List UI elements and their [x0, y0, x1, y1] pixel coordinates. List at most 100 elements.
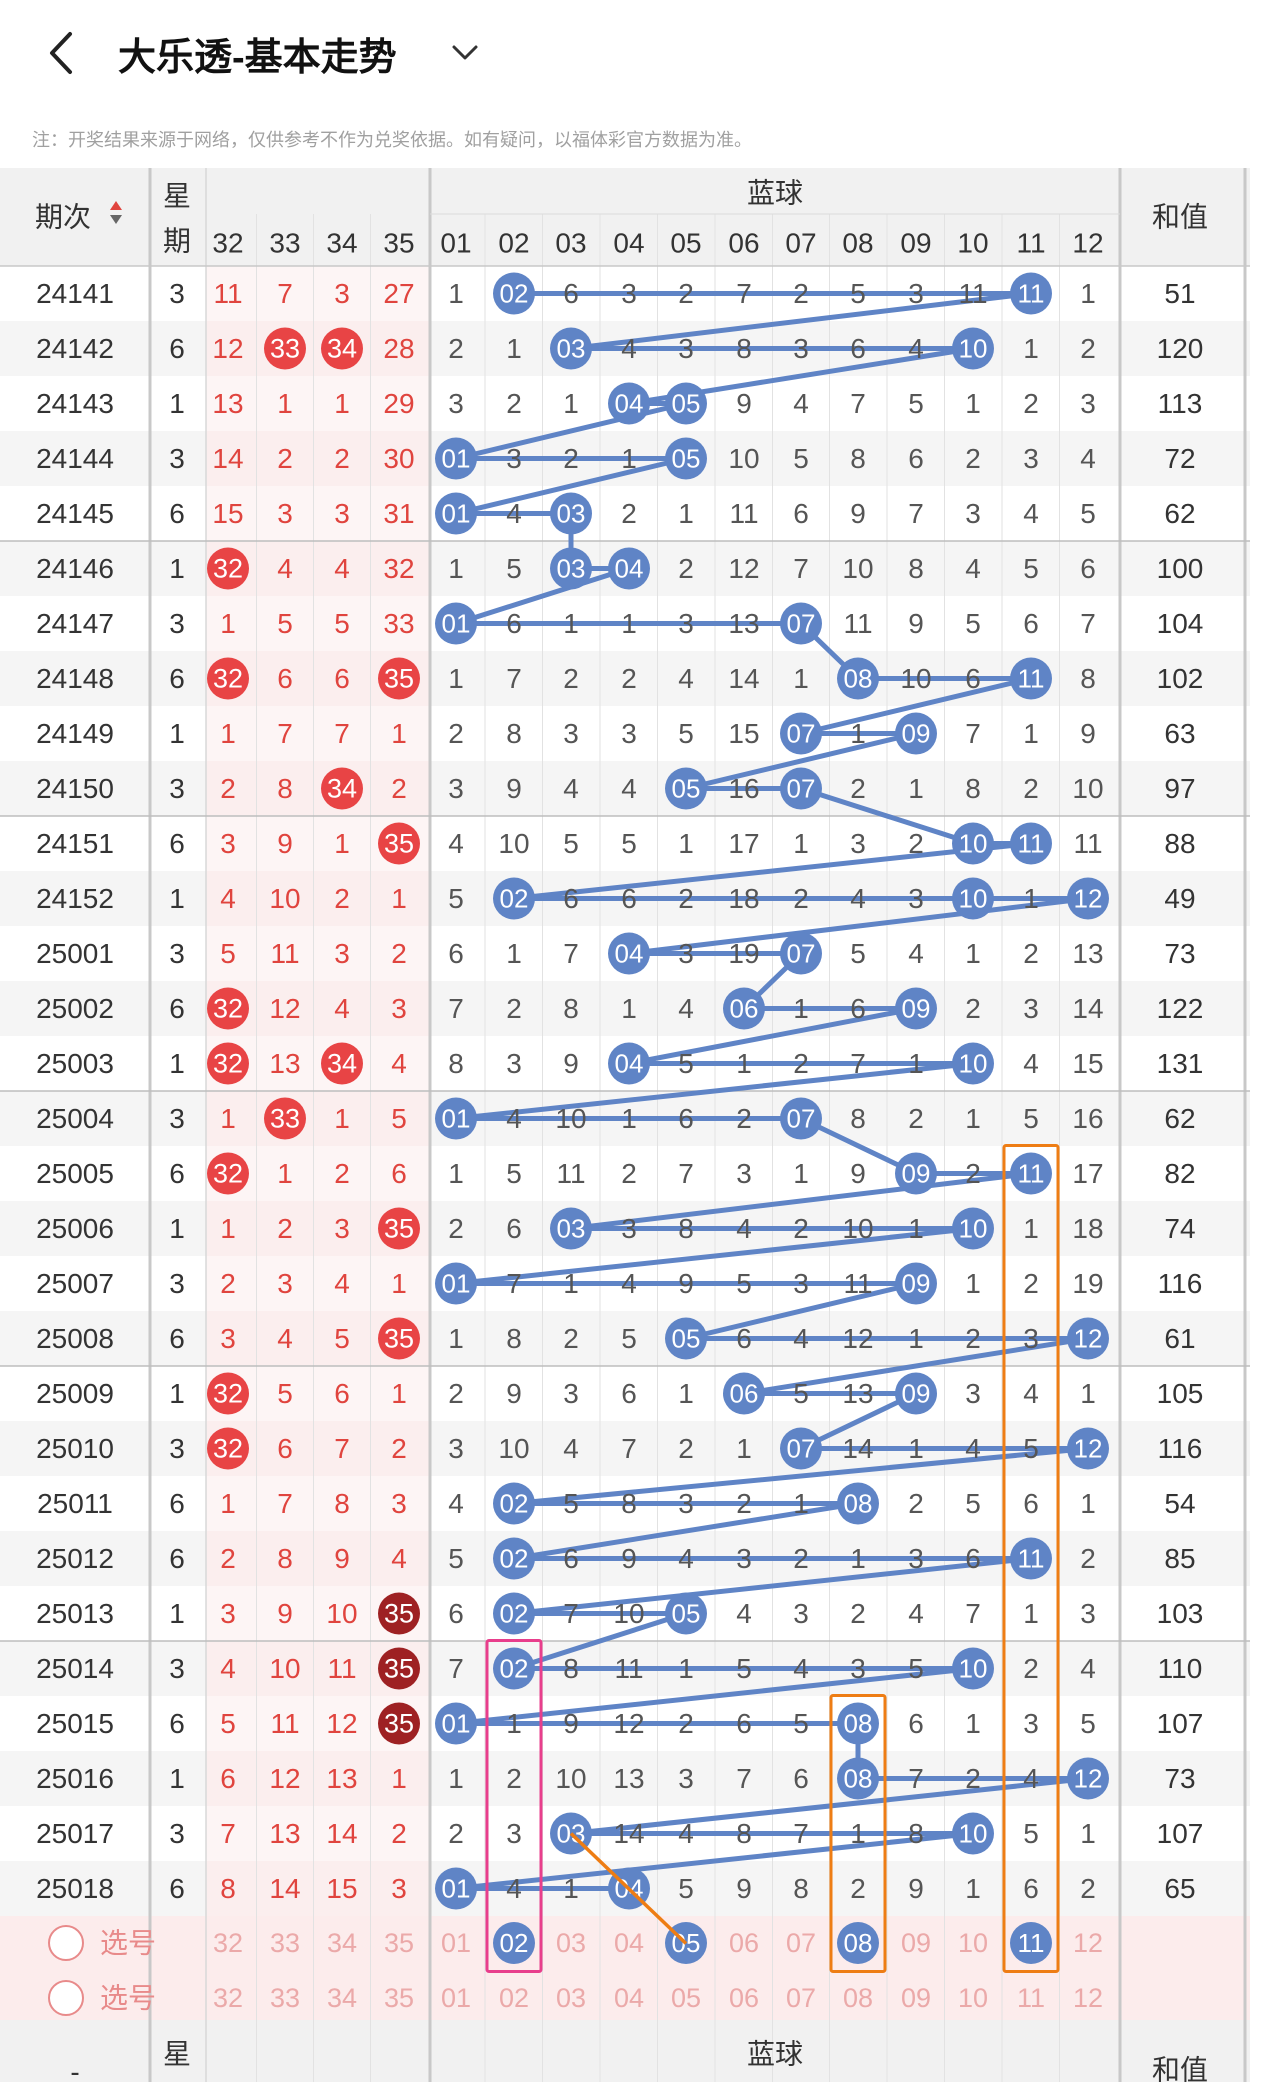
table-row: 25004 3 1 33 1 5 01 4 10 1 6 2 07 8 2 1 5 16 62	[36, 1097, 1196, 1140]
front-miss-cell: 4	[220, 883, 236, 914]
blue-miss-cell: 8	[506, 718, 522, 749]
select-blue-option[interactable]: 03	[556, 1983, 586, 2013]
blue-ball	[550, 547, 592, 590]
red-ball	[207, 1427, 249, 1470]
front-miss-cell: 2	[391, 773, 407, 804]
red-ball	[207, 547, 249, 590]
blue-ball	[1010, 657, 1052, 700]
select-front-option[interactable]: 32	[213, 1983, 243, 2013]
select-blue-option[interactable]: 06	[729, 1928, 759, 1958]
front-miss-cell: 30	[383, 443, 414, 474]
selected-blue-ball[interactable]	[1010, 1922, 1052, 1964]
blue-miss-cell: 1	[448, 663, 464, 694]
select-blue-option[interactable]: 05	[671, 1983, 701, 2013]
blue-ball-label: 03	[557, 499, 586, 529]
select-blue-option[interactable]: 02	[499, 1983, 529, 2013]
blue-miss-cell: 4	[1080, 443, 1096, 474]
blue-miss-cell: 4	[1023, 1378, 1039, 1409]
week-cell: 6	[169, 1708, 185, 1739]
front-miss-cell: 1	[334, 1103, 350, 1134]
selected-blue-ball[interactable]	[837, 1922, 879, 1964]
select-blue-option[interactable]: 12	[1073, 1928, 1103, 1958]
table-row: 25011 6 1 7 8 3 4 02 5 8 3 2 1 08 2 5 6 1 54	[37, 1482, 1196, 1525]
blue-ball	[665, 1317, 707, 1360]
select-blue-option[interactable]: 01	[441, 1983, 471, 2013]
select-front-option[interactable]: 33	[270, 1928, 300, 1958]
selected-blue-label[interactable]: 11	[1018, 1928, 1045, 1958]
blue-miss-cell: 1	[965, 938, 981, 969]
table-row: 24141 3 11 7 3 27 1 02 6 3 2 7 2 5 3 11 11 1 51	[36, 272, 1196, 315]
front-miss-cell: 7	[277, 278, 293, 309]
selected-blue-label[interactable]: 02	[500, 1928, 529, 1958]
select-blue-option[interactable]: 10	[958, 1928, 988, 1958]
blue-miss-cell: 10	[555, 1763, 586, 1794]
select-front-option[interactable]: 32	[213, 1928, 243, 1958]
blue-ball	[952, 1812, 994, 1855]
blue-ball	[665, 382, 707, 425]
blue-miss-cell: 1	[563, 608, 579, 639]
back-arrow-icon[interactable]	[40, 28, 80, 78]
selector-row: 选号 32 33 34 35 01 02 03 04 05 06 07 08 09 10 11 12	[48, 1980, 1103, 2016]
select-front-option[interactable]: 34	[327, 1983, 357, 2013]
blue-miss-cell: 2	[793, 278, 809, 309]
period-cell: 25002	[36, 993, 114, 1024]
blue-miss-cell: 1	[1023, 1213, 1039, 1244]
select-front-option[interactable]: 34	[327, 1928, 357, 1958]
blue-miss-cell: 7	[850, 1048, 866, 1079]
sort-up-icon[interactable]	[110, 201, 122, 210]
chevron-down-icon[interactable]	[448, 36, 482, 70]
selected-blue-ball[interactable]	[493, 1922, 535, 1964]
table-row: 24142 6 12 33 34 28 2 1 03 4 3 8 3 6 4 10 1 2 120	[36, 327, 1203, 370]
highlight-line	[569, 1832, 688, 1945]
select-blue-option[interactable]: 01	[441, 1928, 471, 1958]
blue-miss-cell: 2	[563, 663, 579, 694]
table-row: 25006 1 1 2 3 35 2 6 03 3 8 4 2 10 1 10 1 18 74	[36, 1207, 1196, 1250]
front-zone-bg	[206, 1531, 430, 1586]
period-header: 期次	[35, 202, 91, 233]
week-cell: 3	[169, 1818, 185, 1849]
selected-blue-label[interactable]: 08	[844, 1928, 873, 1958]
select-blue-option[interactable]: 04	[614, 1928, 644, 1958]
front-miss-cell: 4	[220, 1653, 236, 1684]
front-zone-bg	[206, 1806, 430, 1861]
select-blue-option[interactable]: 10	[958, 1983, 988, 2013]
week-cell: 1	[169, 553, 185, 584]
select-blue-option[interactable]: 12	[1073, 1983, 1103, 2013]
select-blue-option[interactable]: 08	[843, 1983, 873, 2013]
select-front-option[interactable]: 33	[270, 1983, 300, 2013]
blue-ball	[665, 1592, 707, 1635]
select-blue-option[interactable]: 09	[901, 1983, 931, 2013]
select-radio[interactable]	[48, 1980, 84, 2016]
select-radio[interactable]	[48, 1925, 84, 1961]
blue-miss-cell: 6	[448, 1598, 464, 1629]
blue-miss-cell: 2	[1080, 1873, 1096, 1904]
blue-ball	[493, 1537, 535, 1580]
table-row: 25010 3 32 6 7 2 3 10 4 7 2 1 07 14 1 4 5 12 116	[36, 1427, 1202, 1470]
select-blue-option[interactable]: 03	[556, 1928, 586, 1958]
select-front-option[interactable]: 35	[384, 1983, 414, 2013]
week-cell: 3	[169, 773, 185, 804]
select-front-option[interactable]: 35	[384, 1928, 414, 1958]
select-label[interactable]: 选号	[100, 1983, 156, 2014]
blue-ball	[435, 1262, 477, 1305]
select-blue-option[interactable]: 07	[786, 1928, 816, 1958]
front-miss-cell: 5	[391, 1103, 407, 1134]
select-blue-option[interactable]: 09	[901, 1928, 931, 1958]
blue-miss-cell: 1	[1080, 1818, 1096, 1849]
blue-miss-cell: 5	[908, 1653, 924, 1684]
front-miss-cell: 3	[277, 498, 293, 529]
select-label[interactable]: 选号	[100, 1928, 156, 1959]
red-ball-label: 32	[213, 1049, 243, 1079]
front-miss-cell: 5	[220, 938, 236, 969]
select-blue-option[interactable]: 11	[1017, 1983, 1045, 2013]
blue-miss-cell: 9	[850, 1158, 866, 1189]
blue-miss-cell: 2	[448, 1378, 464, 1409]
blue-miss-cell: 2	[506, 1763, 522, 1794]
sum-cell: 107	[1157, 1708, 1204, 1739]
blue-miss-cell: 7	[965, 718, 981, 749]
select-blue-option[interactable]: 04	[614, 1983, 644, 2013]
select-blue-option[interactable]: 07	[786, 1983, 816, 2013]
select-blue-option[interactable]: 06	[729, 1983, 759, 2013]
blue-miss-cell: 2	[850, 773, 866, 804]
sort-down-icon[interactable]	[110, 215, 122, 224]
